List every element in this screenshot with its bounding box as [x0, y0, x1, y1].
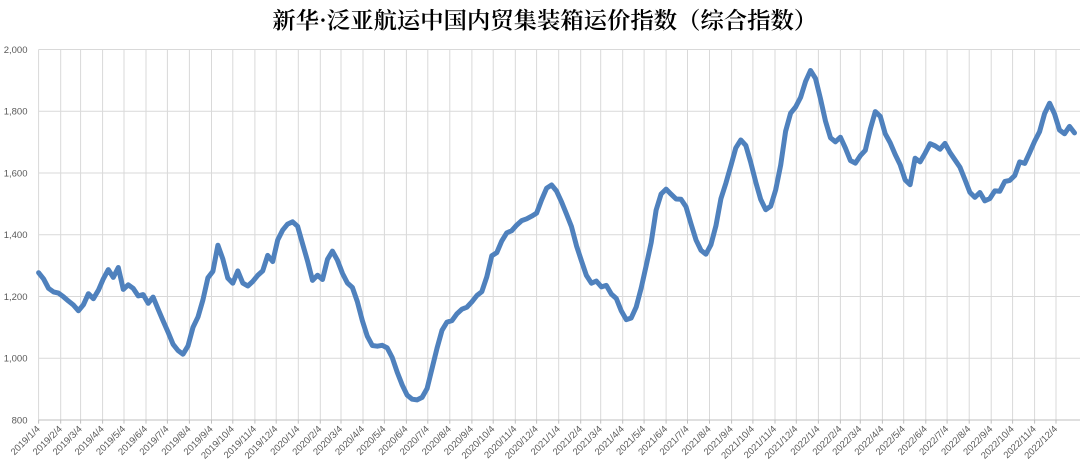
- svg-text:1,600: 1,600: [4, 168, 28, 179]
- svg-text:800: 800: [12, 415, 28, 426]
- svg-text:1,400: 1,400: [4, 230, 28, 241]
- svg-text:1,200: 1,200: [4, 292, 28, 303]
- svg-text:1,800: 1,800: [4, 107, 28, 118]
- svg-text:2,000: 2,000: [4, 45, 28, 56]
- svg-text:1,000: 1,000: [4, 354, 28, 365]
